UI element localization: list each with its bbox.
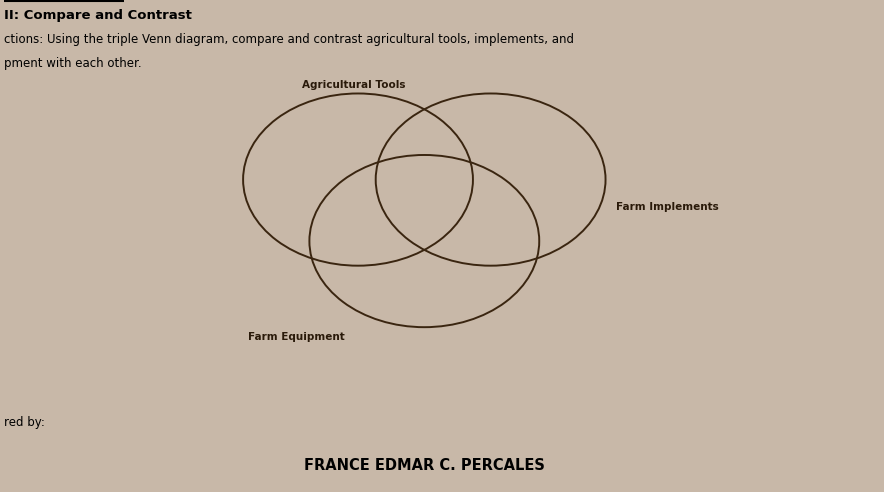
Text: Agricultural Tools: Agricultural Tools [301, 80, 406, 90]
Text: Farm Equipment: Farm Equipment [248, 332, 345, 342]
Text: ctions: Using the triple Venn diagram, compare and contrast agricultural tools, : ctions: Using the triple Venn diagram, c… [4, 33, 575, 46]
Text: FRANCE EDMAR C. PERCALES: FRANCE EDMAR C. PERCALES [304, 458, 545, 472]
Text: red by:: red by: [4, 416, 45, 429]
Text: pment with each other.: pment with each other. [4, 57, 142, 69]
Text: Farm Implements: Farm Implements [616, 202, 719, 212]
Text: II: Compare and Contrast: II: Compare and Contrast [4, 9, 193, 22]
